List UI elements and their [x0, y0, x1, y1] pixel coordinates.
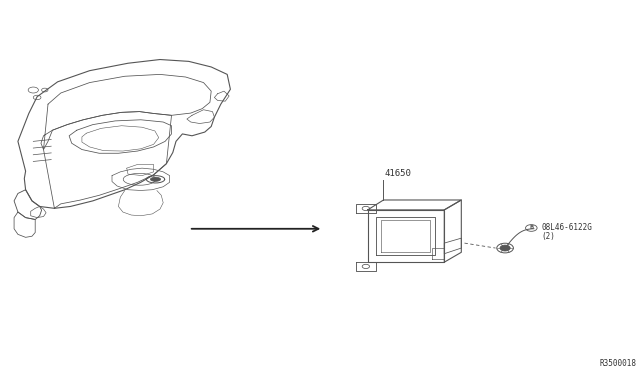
Text: 41650: 41650: [385, 169, 412, 179]
Text: R3500018: R3500018: [600, 359, 637, 368]
Text: B: B: [529, 225, 534, 231]
Text: 08L46-6122G: 08L46-6122G: [541, 223, 593, 232]
Polygon shape: [150, 177, 161, 181]
Text: (2): (2): [541, 232, 556, 241]
Circle shape: [500, 245, 510, 251]
